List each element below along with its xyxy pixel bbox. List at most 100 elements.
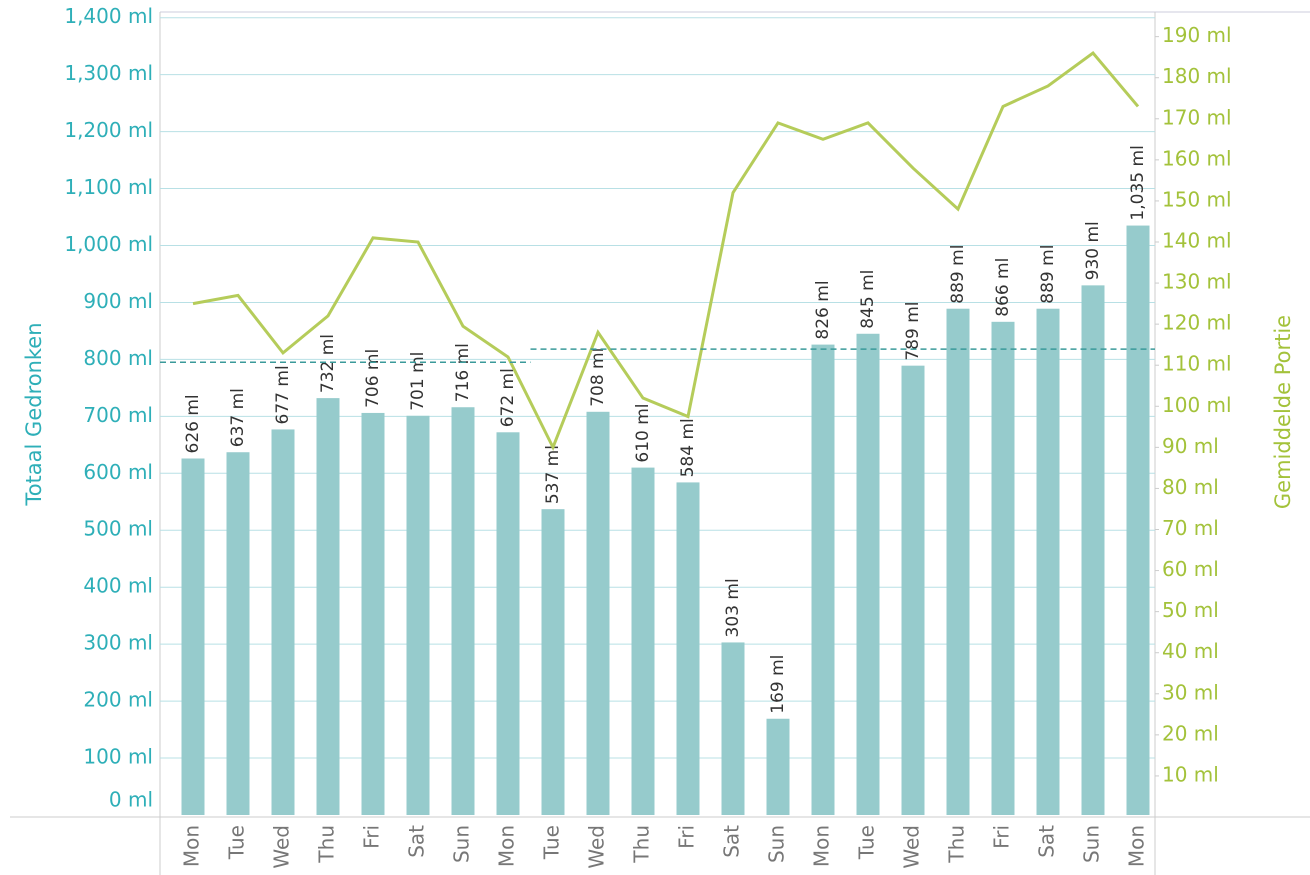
bar-value-label: 1,035 ml — [1128, 145, 1148, 220]
y-tick-label: 500 ml — [83, 517, 153, 541]
x-tick-label: Mon — [1125, 825, 1149, 867]
bar — [271, 429, 295, 815]
x-tick-label: Fri — [675, 825, 699, 849]
bar-value-label: 169 ml — [768, 655, 788, 714]
bar-value-label: 303 ml — [723, 578, 743, 637]
bar — [991, 321, 1015, 815]
y2-tick-label: 190 ml — [1162, 23, 1232, 47]
x-tick-label: Sat — [1035, 825, 1059, 858]
y2-tick-label: 110 ml — [1162, 352, 1232, 376]
bar — [541, 509, 565, 815]
bar-value-label: 677 ml — [273, 365, 293, 424]
bar-value-label: 866 ml — [993, 258, 1013, 317]
bar — [361, 412, 385, 815]
y2-tick-label: 160 ml — [1162, 146, 1232, 170]
bar-value-label: 706 ml — [363, 349, 383, 408]
y2-tick-label: 150 ml — [1162, 187, 1232, 211]
bar — [1126, 225, 1150, 815]
y-tick-label: 1,100 ml — [64, 175, 153, 199]
x-tick-label: Tue — [540, 825, 564, 860]
y2-tick-label: 90 ml — [1162, 434, 1219, 458]
bar — [406, 415, 430, 815]
y2-tick-label: 20 ml — [1162, 721, 1219, 745]
y-axis-title: Totaal Gedronken — [22, 322, 46, 506]
y2-tick-label: 80 ml — [1162, 475, 1219, 499]
line — [192, 51, 1140, 452]
bar — [316, 398, 340, 815]
x-tick-label: Thu — [630, 825, 654, 864]
y-tick-label: 900 ml — [83, 289, 153, 313]
bar-value-label: 889 ml — [1038, 245, 1058, 304]
bar-value-label: 789 ml — [903, 302, 923, 361]
bar — [226, 452, 250, 815]
y-tick-label: 800 ml — [83, 346, 153, 370]
y-tick-label: 1,300 ml — [64, 61, 153, 85]
x-tick-label: Sat — [405, 825, 429, 858]
x-tick-label: Wed — [270, 825, 294, 869]
x-tick-label: Tue — [225, 825, 249, 860]
x-tick-label: Mon — [810, 825, 834, 867]
x-tick-label: Sat — [720, 825, 744, 858]
bar — [901, 365, 925, 815]
bar — [856, 333, 880, 815]
bar — [1036, 308, 1060, 815]
y2-tick-label: 180 ml — [1162, 64, 1232, 88]
bar — [766, 718, 790, 815]
bar-value-label: 845 ml — [858, 270, 878, 329]
y2-tick-label: 120 ml — [1162, 311, 1232, 335]
y2-tick-label: 10 ml — [1162, 762, 1219, 786]
y2-tick-label: 40 ml — [1162, 639, 1219, 663]
x-tick-label: Wed — [900, 825, 924, 869]
bar — [676, 482, 700, 815]
y-tick-label: 700 ml — [83, 403, 153, 427]
bar — [631, 467, 655, 815]
bar-value-label: 537 ml — [543, 445, 563, 504]
y2-tick-label: 130 ml — [1162, 270, 1232, 294]
y-tick-label: 0 ml — [109, 788, 153, 812]
y2-tick-label: 30 ml — [1162, 680, 1219, 704]
bar-value-label: 584 ml — [678, 418, 698, 477]
y2-tick-label: 140 ml — [1162, 229, 1232, 253]
bar — [721, 642, 745, 815]
x-tick-label: Thu — [945, 825, 969, 864]
bar — [496, 432, 520, 815]
x-tick-label: Wed — [585, 825, 609, 869]
x-tick-label: Tue — [855, 825, 879, 860]
bar-value-label: 930 ml — [1083, 221, 1103, 280]
y-tick-label: 1,400 ml — [64, 4, 153, 28]
bar-value-label: 701 ml — [408, 352, 428, 411]
y2-tick-label: 100 ml — [1162, 393, 1232, 417]
bar — [451, 407, 475, 815]
x-tick-label: Mon — [495, 825, 519, 867]
bar-value-label: 672 ml — [498, 368, 518, 427]
y-tick-label: 200 ml — [83, 688, 153, 712]
y2-tick-label: 60 ml — [1162, 557, 1219, 581]
bar-value-label: 708 ml — [588, 348, 608, 407]
y-tick-label: 300 ml — [83, 631, 153, 655]
bar-value-label: 610 ml — [633, 403, 653, 462]
bar-value-label: 826 ml — [813, 280, 833, 339]
bar — [811, 344, 835, 815]
bar-value-label: 716 ml — [453, 343, 473, 402]
y-tick-label: 600 ml — [83, 460, 153, 484]
bar — [946, 308, 970, 815]
bar-value-label: 626 ml — [183, 394, 203, 453]
bar-value-label: 732 ml — [318, 334, 338, 393]
y-tick-label: 1,200 ml — [64, 118, 153, 142]
y2-tick-label: 170 ml — [1162, 105, 1232, 129]
y2-tick-label: 50 ml — [1162, 598, 1219, 622]
x-tick-label: Mon — [180, 825, 204, 867]
bar-value-label: 889 ml — [948, 245, 968, 304]
y-tick-label: 1,000 ml — [64, 232, 153, 256]
x-tick-label: Fri — [990, 825, 1014, 849]
x-tick-label: Sun — [1080, 825, 1104, 863]
bar-value-label: 637 ml — [228, 388, 248, 447]
y-tick-label: 100 ml — [83, 745, 153, 769]
bar — [181, 458, 205, 815]
x-tick-label: Thu — [315, 825, 339, 864]
x-tick-label: Fri — [360, 825, 384, 849]
x-tick-label: Sun — [450, 825, 474, 863]
x-tick-label: Sun — [765, 825, 789, 863]
bar — [586, 411, 610, 815]
